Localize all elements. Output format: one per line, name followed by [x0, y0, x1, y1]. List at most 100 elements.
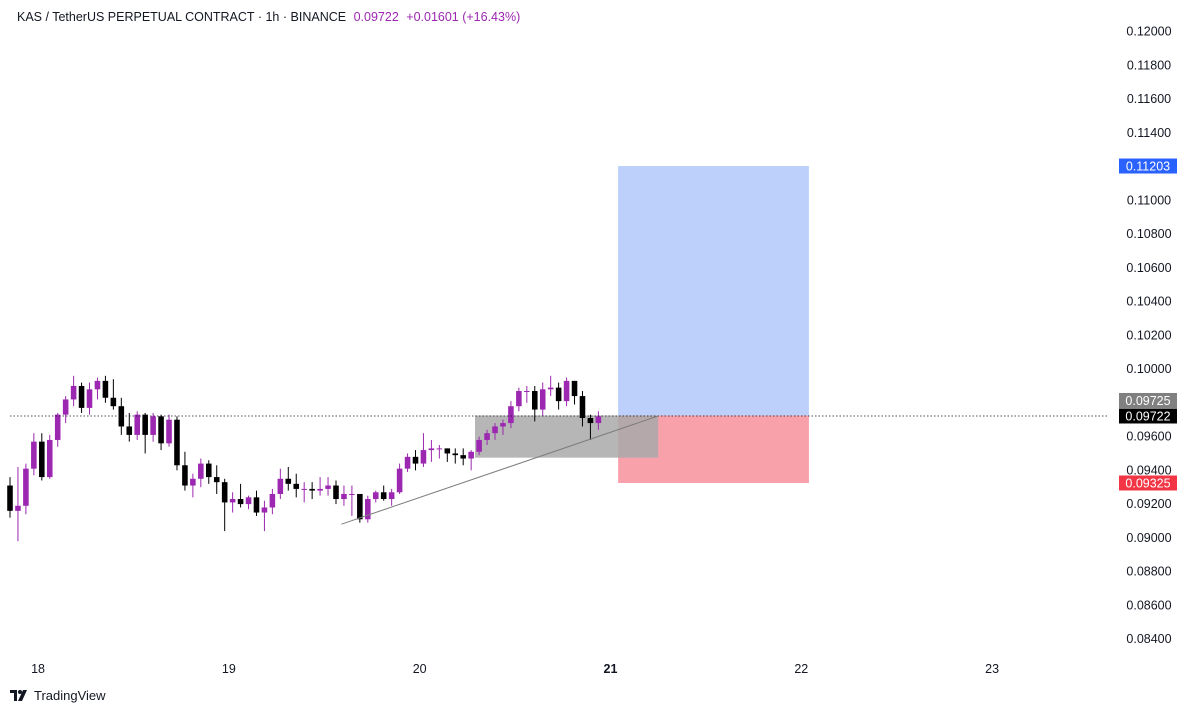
candle-up[interactable]: [547, 387, 554, 390]
price-tick-label: 0.09000: [1126, 531, 1171, 545]
candle-down[interactable]: [579, 396, 586, 419]
candle-up[interactable]: [301, 488, 307, 490]
candle-up[interactable]: [476, 439, 482, 452]
tradingview-watermark[interactable]: TradingView: [10, 688, 106, 703]
candle-up[interactable]: [500, 423, 506, 427]
trendline[interactable]: [341, 415, 659, 525]
candles-layer: [7, 375, 602, 542]
candle-down[interactable]: [285, 478, 292, 484]
candle-up[interactable]: [436, 448, 443, 450]
price-tick-label: 0.09400: [1126, 463, 1171, 477]
time-tick-label: 19: [222, 662, 236, 676]
candle-up[interactable]: [46, 439, 53, 478]
price-label-box: [1119, 158, 1177, 174]
candle-up[interactable]: [468, 451, 474, 459]
candle-up[interactable]: [261, 507, 268, 513]
candle-up[interactable]: [492, 426, 498, 434]
candle-down[interactable]: [333, 485, 339, 500]
candle-up[interactable]: [54, 414, 61, 440]
candle-down[interactable]: [7, 485, 13, 511]
candle-up[interactable]: [317, 488, 323, 491]
candle-up[interactable]: [341, 493, 347, 500]
candle-up[interactable]: [94, 380, 101, 390]
target-zone[interactable]: [618, 166, 809, 416]
chart-header: KAS / TetherUS PERPETUAL CONTRACT · 1h ·…: [17, 10, 520, 24]
candle-up[interactable]: [198, 463, 204, 479]
candle-up[interactable]: [277, 478, 284, 494]
candle-down[interactable]: [221, 482, 228, 503]
candle-up[interactable]: [269, 493, 276, 508]
candle-down[interactable]: [205, 463, 212, 478]
candle-up[interactable]: [150, 416, 156, 435]
candle-down[interactable]: [253, 497, 260, 513]
candle-down[interactable]: [571, 380, 578, 397]
candle-up[interactable]: [349, 493, 355, 495]
candle-down[interactable]: [237, 499, 244, 505]
candle-up[interactable]: [70, 385, 77, 400]
candle-up[interactable]: [86, 389, 93, 408]
candle-down[interactable]: [102, 380, 109, 398]
candle-up[interactable]: [404, 456, 411, 469]
exchange-label: BINANCE: [290, 10, 347, 24]
candle-down[interactable]: [142, 414, 148, 435]
candle-up[interactable]: [563, 380, 570, 402]
candle-up[interactable]: [420, 450, 427, 464]
price-tick-label: 0.08600: [1126, 598, 1171, 612]
candle-down[interactable]: [452, 453, 459, 456]
candle-down[interactable]: [357, 493, 363, 520]
highlight-zone[interactable]: [475, 415, 659, 458]
candle-down[interactable]: [118, 406, 125, 427]
candle-up[interactable]: [325, 485, 331, 489]
candle-down[interactable]: [158, 416, 164, 444]
candle-down[interactable]: [110, 397, 117, 407]
symbol-title[interactable]: KAS / TetherUS PERPETUAL CONTRACT: [17, 10, 255, 24]
candle-up[interactable]: [23, 468, 29, 506]
candle-down[interactable]: [182, 465, 188, 486]
candle-down[interactable]: [293, 483, 300, 489]
candle-up[interactable]: [516, 391, 522, 407]
price-tick-label: 0.11600: [1127, 92, 1171, 106]
candle-down[interactable]: [531, 391, 538, 410]
candle-up[interactable]: [365, 499, 371, 520]
candle-up[interactable]: [31, 441, 37, 469]
candle-down[interactable]: [174, 419, 180, 466]
candle-up[interactable]: [245, 497, 252, 505]
candle-down[interactable]: [412, 456, 419, 464]
candle-up[interactable]: [524, 391, 530, 393]
candle-up[interactable]: [428, 448, 435, 451]
candle-up[interactable]: [229, 499, 236, 503]
candle-up[interactable]: [396, 468, 403, 493]
candle-down[interactable]: [39, 441, 45, 478]
candle-up[interactable]: [62, 399, 69, 415]
time-tick-label: 23: [985, 662, 999, 676]
candle-down[interactable]: [444, 448, 451, 454]
candle-down[interactable]: [78, 385, 85, 408]
time-tick-label: 18: [31, 662, 45, 676]
candle-down[interactable]: [126, 426, 133, 435]
candle-up[interactable]: [134, 414, 140, 435]
price-tick-label: 0.09200: [1126, 497, 1171, 511]
candle-up[interactable]: [508, 406, 514, 424]
candle-up[interactable]: [190, 478, 196, 486]
candle-up[interactable]: [166, 419, 172, 444]
candle-up[interactable]: [388, 492, 395, 500]
candle-up[interactable]: [372, 492, 379, 500]
candle-down[interactable]: [587, 418, 594, 424]
candle-down[interactable]: [213, 477, 220, 483]
interval-label[interactable]: 1h: [265, 10, 280, 24]
candle-down[interactable]: [380, 492, 387, 500]
candle-down[interactable]: [555, 387, 562, 402]
price-label: 0.09325: [1125, 476, 1170, 490]
candle-up[interactable]: [539, 389, 546, 410]
price-tick-label: 0.12000: [1126, 25, 1171, 39]
brand-name: TradingView: [34, 688, 106, 703]
candle-down[interactable]: [460, 455, 466, 459]
price-tick-label: 0.08800: [1126, 565, 1171, 579]
price-tick-label: 0.10400: [1126, 295, 1171, 309]
candle-up[interactable]: [15, 505, 21, 511]
candle-down[interactable]: [309, 488, 315, 491]
candle-up[interactable]: [484, 433, 490, 440]
candle-up[interactable]: [595, 416, 602, 424]
